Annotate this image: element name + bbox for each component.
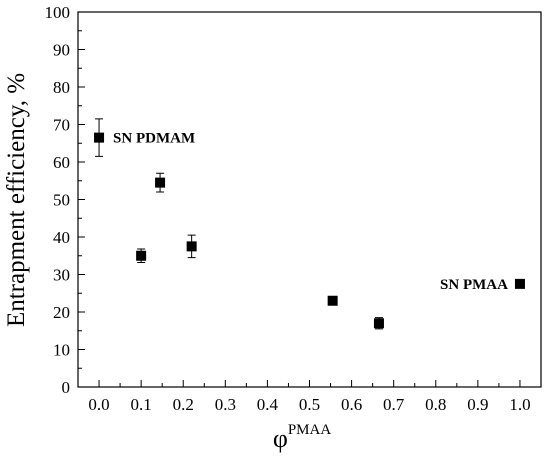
x-tick-label: 0.3 (215, 395, 236, 414)
y-axis-ticks (78, 11, 85, 388)
y-tick-label: 50 (53, 191, 70, 210)
x-tick-label: 0.7 (383, 395, 405, 414)
square-marker (327, 295, 338, 306)
data-point (373, 317, 384, 330)
x-tick-label: 0.5 (299, 395, 320, 414)
annotation-sn-pdmam: SN PDMAM (113, 131, 195, 147)
x-tick-label: 1.0 (509, 395, 530, 414)
x-tick-label: 0.6 (341, 395, 362, 414)
y-tick-label: 60 (53, 153, 70, 172)
square-marker (373, 318, 384, 329)
square-marker (186, 241, 197, 252)
data-points (94, 118, 525, 330)
square-marker (514, 278, 525, 289)
annotation-sn-pmaa: SN PMAA (440, 277, 508, 293)
y-tick-label: 0 (62, 378, 71, 397)
plot-frame (77, 11, 542, 388)
y-tick-label: 10 (53, 341, 70, 360)
x-tick-label: 0.8 (425, 395, 446, 414)
data-point (514, 278, 525, 289)
x-axis-tick-labels: 0.0 0.1 0.2 0.3 0.4 0.5 0.6 0.7 0.8 0.9 1.0 (88, 395, 530, 414)
data-point (94, 118, 105, 157)
x-tick-label: 0.4 (257, 395, 279, 414)
x-tick-label: 0.9 (467, 395, 488, 414)
y-tick-label: 100 (45, 3, 71, 22)
y-tick-label: 20 (53, 303, 70, 322)
annotations: SN PDMAM SN PMAA (113, 131, 508, 293)
y-axis-tick-labels: 0 10 20 30 40 50 60 70 80 90 100 (45, 3, 71, 397)
x-axis-title: φPMAA (273, 422, 332, 453)
x-axis-symbol: φ (273, 424, 288, 453)
x-tick-label: 0.2 (173, 395, 194, 414)
y-tick-label: 70 (53, 116, 70, 135)
data-point (136, 248, 147, 263)
square-marker (94, 132, 105, 143)
y-axis-title: Entrapment efficiency, % (3, 73, 30, 327)
data-point (327, 295, 338, 306)
y-tick-label: 80 (53, 78, 70, 97)
data-point (155, 172, 166, 193)
x-tick-label: 0.1 (131, 395, 152, 414)
x-axis-ticks (98, 380, 521, 387)
y-tick-label: 90 (53, 41, 70, 60)
data-point (186, 234, 197, 259)
y-tick-label: 30 (53, 266, 70, 285)
square-marker (155, 177, 166, 188)
y-tick-label: 40 (53, 228, 70, 247)
square-marker (136, 250, 147, 261)
x-axis-superscript: PMAA (288, 422, 332, 438)
x-tick-label: 0.0 (88, 395, 109, 414)
